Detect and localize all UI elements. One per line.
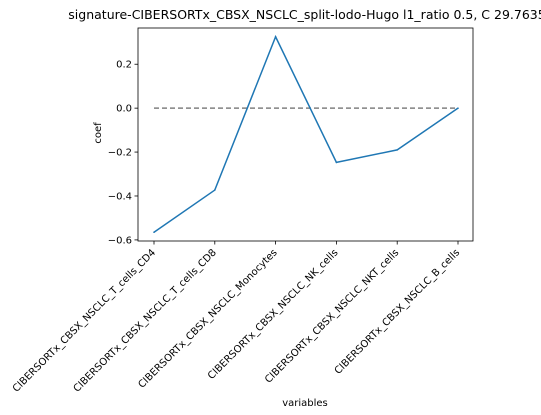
plot-area bbox=[137, 27, 474, 242]
data-point bbox=[457, 107, 459, 109]
y-tick-label: −0.2 bbox=[108, 148, 132, 159]
y-tick-label: 0.2 bbox=[116, 60, 132, 71]
y-axis: −0.6 −0.4 −0.2 0.0 0.2 bbox=[108, 60, 138, 246]
y-tick-label: −0.6 bbox=[108, 235, 132, 246]
data-point bbox=[274, 35, 277, 38]
y-tick-label: 0.0 bbox=[116, 104, 132, 115]
series-line bbox=[153, 34, 459, 233]
series-points bbox=[153, 35, 459, 234]
data-point bbox=[214, 189, 216, 191]
y-axis-label: coef bbox=[93, 122, 104, 144]
data-point bbox=[153, 231, 155, 234]
data-point bbox=[396, 149, 399, 151]
x-axis-label: variables bbox=[282, 398, 328, 409]
y-tick-label: −0.4 bbox=[108, 191, 132, 202]
data-point bbox=[335, 161, 338, 164]
chart-title: signature-CIBERSORTx_CBSX_NSCLC_split-lo… bbox=[68, 7, 541, 22]
